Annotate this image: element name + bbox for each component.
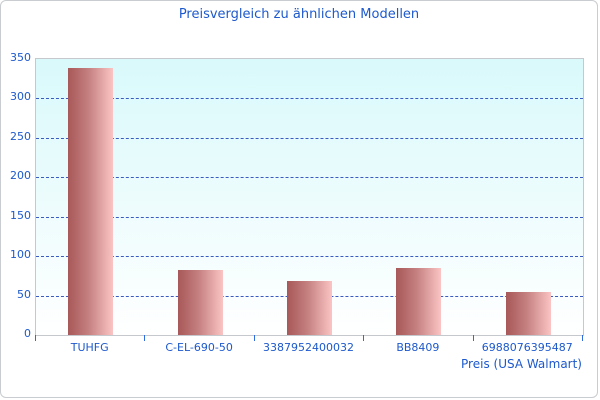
y-tick-label-250: 250 bbox=[10, 129, 31, 143]
x-axis-tick bbox=[582, 335, 583, 341]
x-category-label-BB8409: BB8409 bbox=[396, 341, 440, 354]
y-tick-label-300: 300 bbox=[10, 90, 31, 104]
y-tick-label-200: 200 bbox=[10, 169, 31, 183]
gridline-250 bbox=[36, 137, 583, 139]
x-category-label-C-EL-690-50: C-EL-690-50 bbox=[165, 341, 233, 354]
x-axis-tick bbox=[35, 335, 36, 341]
y-tick-label-350: 350 bbox=[10, 51, 31, 64]
chart-title: Preisvergleich zu ähnlichen Modellen bbox=[178, 7, 420, 22]
x-axis-tick bbox=[472, 335, 474, 341]
bar-3387952400032 bbox=[287, 281, 332, 335]
x-category-label-6988076395487: 6988076395487 bbox=[481, 341, 573, 354]
x-category-label-TUHFG: TUHFG bbox=[70, 341, 109, 354]
y-tick-label-50: 50 bbox=[17, 287, 31, 301]
x-axis-title: Preis (USA Walmart) bbox=[461, 357, 582, 371]
gridline-150 bbox=[36, 216, 583, 218]
y-tick-label-0: 0 bbox=[24, 327, 31, 340]
x-axis-tick bbox=[144, 335, 146, 341]
plot-area bbox=[35, 58, 584, 336]
gridline-100 bbox=[36, 256, 583, 258]
bar-TUHFG bbox=[68, 67, 114, 335]
bar-6988076395487 bbox=[505, 292, 551, 335]
bar-C-EL-690-50 bbox=[177, 269, 223, 335]
bar-BB8409 bbox=[396, 267, 442, 335]
y-tick-label-100: 100 bbox=[10, 248, 31, 262]
x-axis-tick bbox=[363, 335, 365, 341]
gridline-200 bbox=[36, 177, 583, 179]
gridline-300 bbox=[36, 98, 583, 100]
x-axis-tick bbox=[253, 335, 255, 341]
x-category-label-3387952400032: 3387952400032 bbox=[263, 341, 354, 354]
y-tick-label-150: 150 bbox=[10, 208, 31, 222]
